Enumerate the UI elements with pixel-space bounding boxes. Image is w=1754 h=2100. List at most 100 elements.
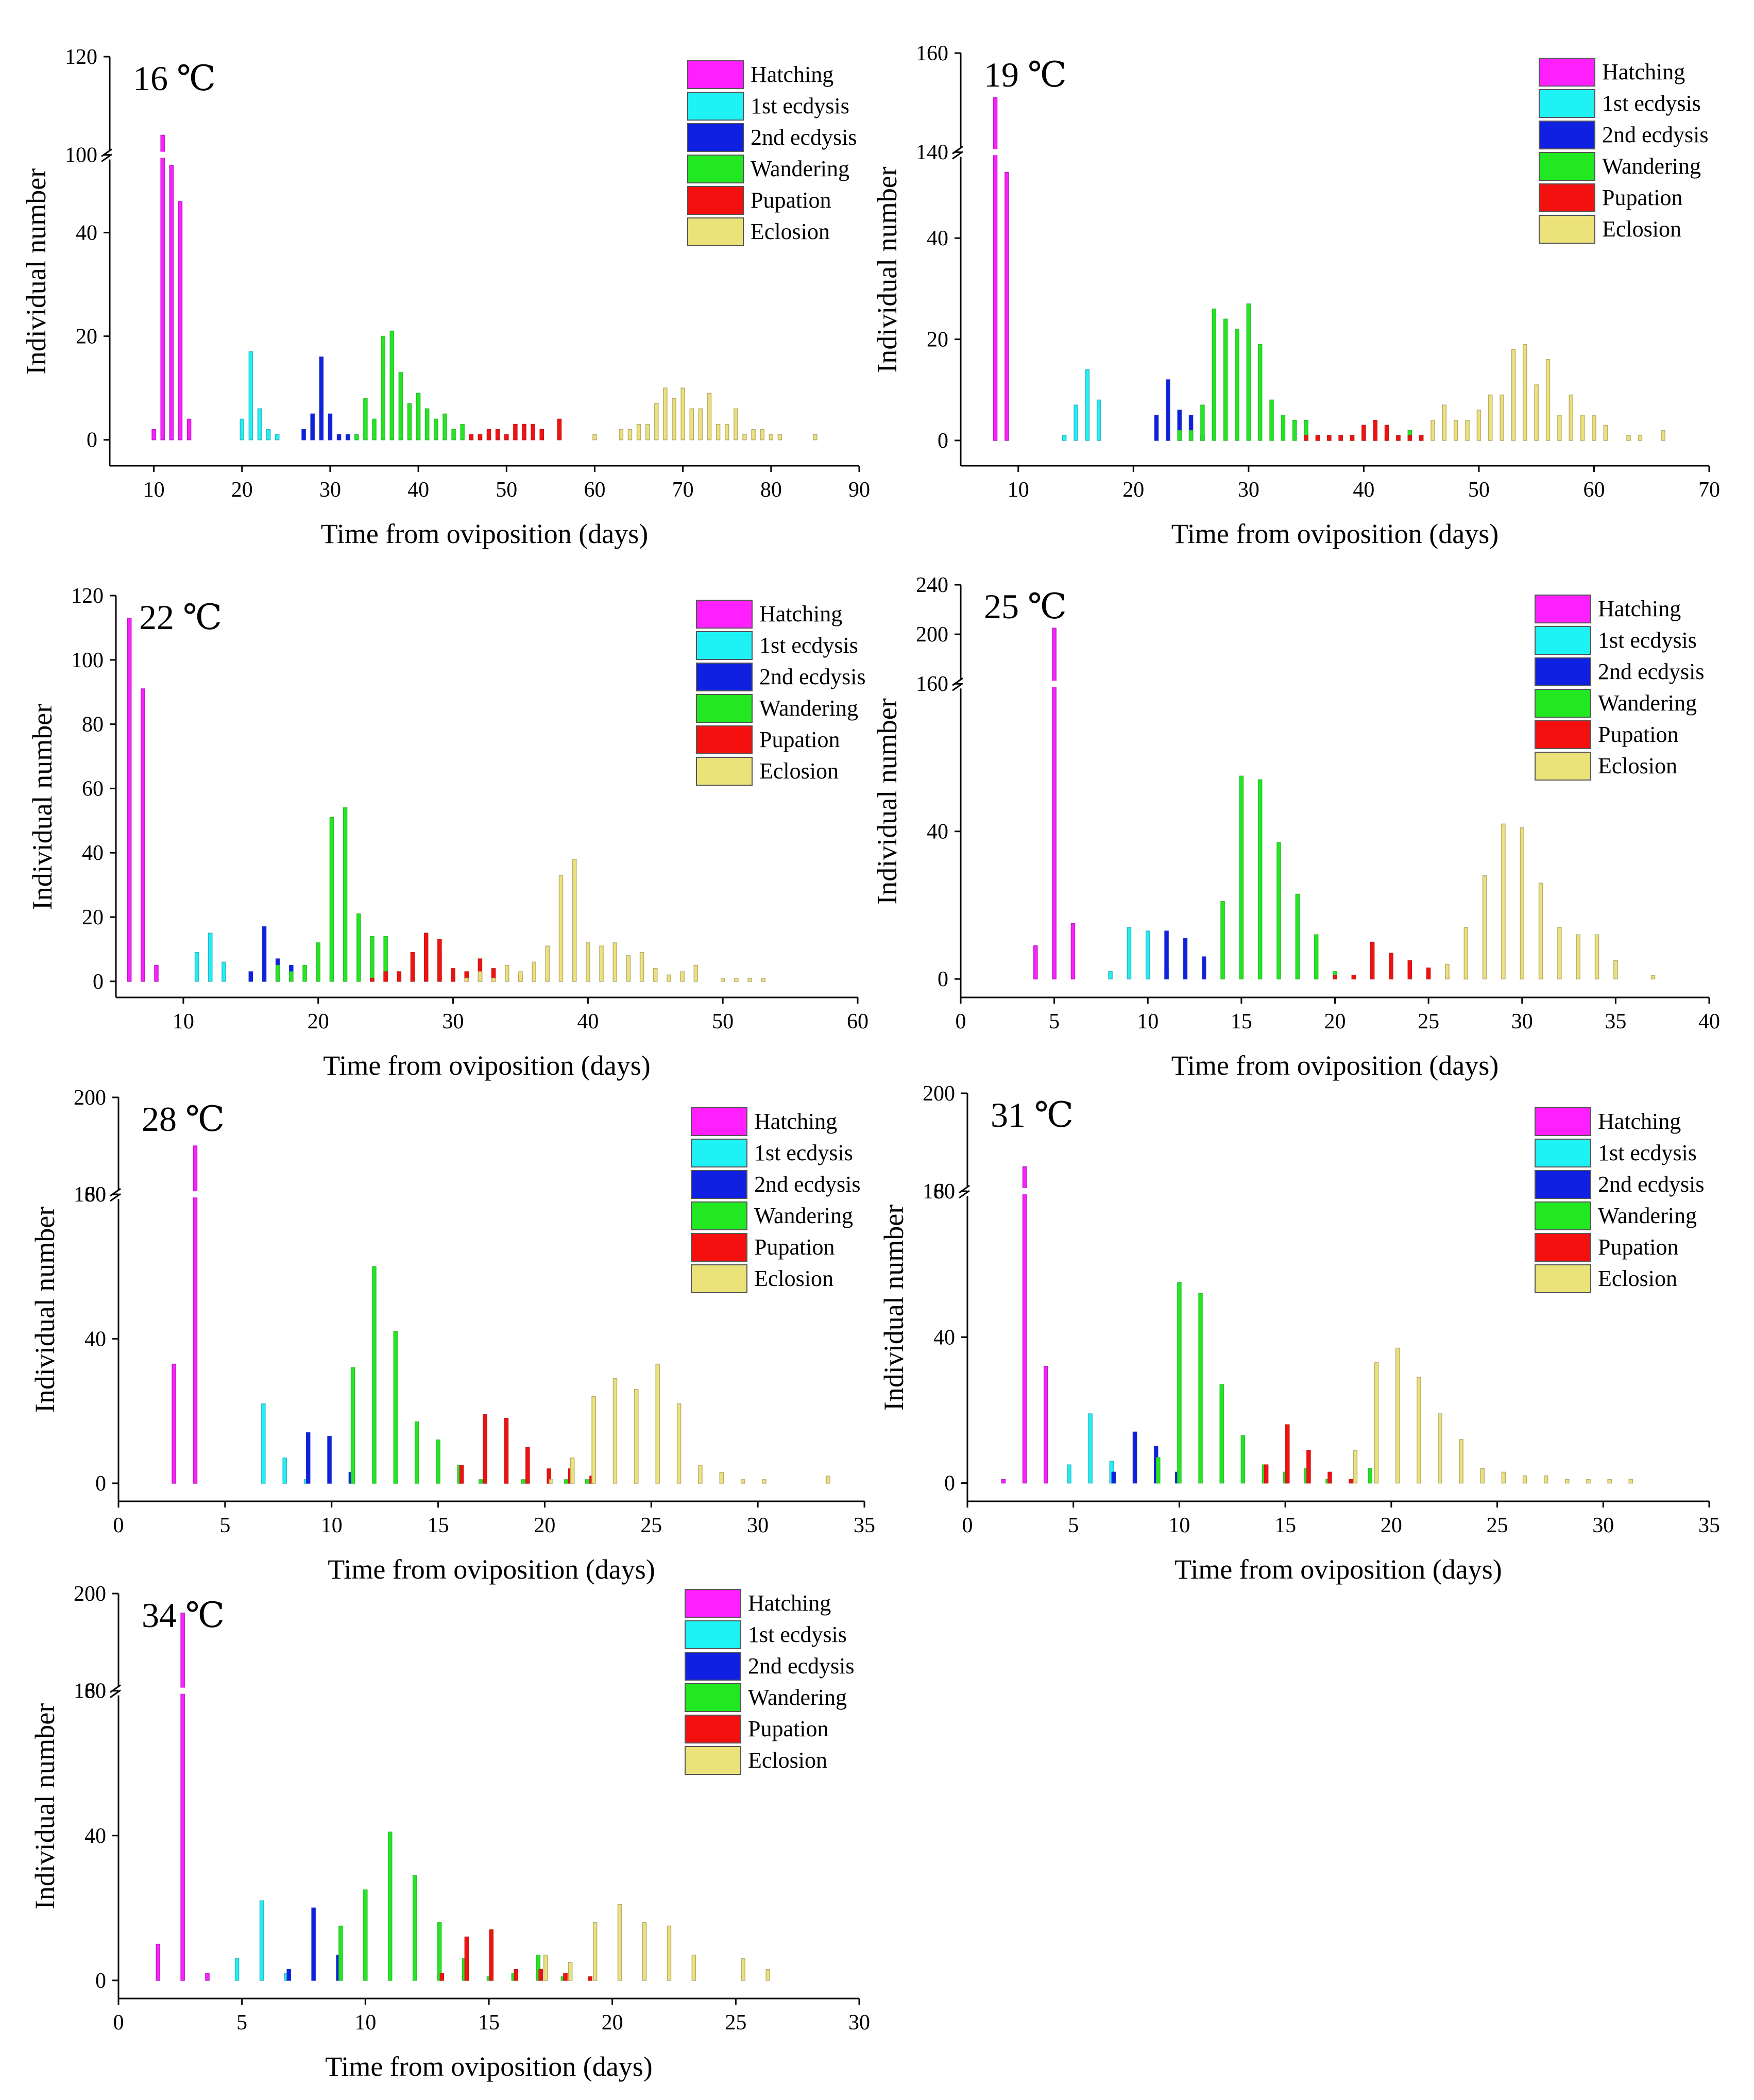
bar-wandering [1269, 399, 1274, 441]
bar-hatching [154, 964, 159, 982]
legend: Hatching 1st ecdysis 2nd ecdysis Wandering P… [696, 600, 866, 786]
bar-wandering [521, 1479, 526, 1484]
legend-swatch [691, 1233, 747, 1262]
legend-label: 1st ecdysis [751, 93, 849, 118]
bar-wandering [381, 335, 385, 441]
bar-eclosion [1557, 927, 1562, 979]
legend-swatch [687, 155, 744, 183]
legend-swatch [1535, 1170, 1591, 1199]
bar-eclosion [655, 1363, 660, 1484]
legend-swatch [687, 186, 744, 215]
axis-break-mark [110, 1188, 121, 1197]
legend-label: 2nd ecdysis [1602, 122, 1709, 147]
bar-wandering [1156, 1457, 1161, 1484]
y-axis-label: Individual number [872, 698, 902, 904]
bar-1st-ecdysis [248, 351, 253, 441]
y-tick-label: 160 [923, 1180, 955, 1204]
bar-hatching [1022, 1166, 1027, 1484]
bar-eclosion [751, 429, 756, 441]
bar-2nd-ecdysis [286, 1969, 291, 1981]
y-tick-label: 20 [76, 325, 97, 349]
bar-wandering [354, 434, 359, 441]
bar-eclosion [740, 1479, 745, 1484]
legend-swatch [687, 92, 744, 121]
bar-wandering [1212, 308, 1217, 441]
bar-eclosion [1511, 349, 1516, 441]
legend-swatch [1539, 121, 1595, 149]
bar-2nd-ecdysis [1183, 938, 1188, 979]
y-axis-label: Individual number [27, 704, 58, 910]
legend-label: Wandering [1598, 1203, 1697, 1228]
bar-2nd-ecdysis [301, 429, 306, 441]
legend-swatch [685, 1589, 741, 1618]
bar-eclosion [1442, 404, 1447, 441]
legend-swatch [1535, 1264, 1591, 1293]
bar-2nd-ecdysis [248, 971, 253, 982]
bar-eclosion [747, 977, 752, 982]
legend-label: 1st ecdysis [748, 1622, 847, 1647]
bar-eclosion [505, 964, 509, 982]
bar-1st-ecdysis [261, 1403, 266, 1484]
bar-hatching [172, 1363, 176, 1484]
bar-eclosion [645, 424, 650, 441]
chart-panel-4: 0 5 10 15 20 25 30 35 40 0 40 160 200 240 Time from ov… [872, 573, 1720, 1081]
bar-eclosion [1459, 1438, 1463, 1484]
bar-wandering [338, 1925, 343, 1981]
bar-eclosion [1395, 1347, 1400, 1484]
bar-eclosion [591, 1396, 596, 1484]
x-tick-label: 40 [1353, 478, 1374, 502]
bar-eclosion [464, 977, 469, 982]
x-tick-label: 80 [760, 478, 782, 502]
bar-1st-ecdysis [208, 933, 213, 982]
axis-break-mark [110, 1684, 121, 1693]
legend: Hatching 1st ecdysis 2nd ecdysis Wandering P… [1535, 1107, 1705, 1293]
x-tick-label: 20 [308, 1010, 329, 1034]
bar-eclosion [1353, 1450, 1358, 1484]
chart-title: 22 ℃ [139, 598, 222, 637]
bar-pupation [469, 434, 474, 441]
bar-pupation [437, 939, 442, 982]
x-tick-label: 10 [143, 478, 165, 502]
bar-wandering [437, 1922, 442, 1981]
bar-pupation [539, 429, 544, 441]
bar-hatching [1001, 1479, 1006, 1484]
bar-eclosion [1592, 415, 1596, 441]
bar-pupation [1306, 1450, 1311, 1484]
bar-pupation [1327, 1471, 1332, 1484]
bar-2nd-ecdysis [310, 413, 315, 441]
bar-2nd-ecdysis [1132, 1431, 1137, 1484]
bar-wandering [1314, 934, 1319, 979]
bar-wandering [316, 942, 320, 982]
x-axis-label: Time from oviposition (days) [1174, 1554, 1502, 1585]
legend: Hatching 1st ecdysis 2nd ecdysis Wandering P… [687, 60, 857, 246]
y-tick-label: 0 [95, 1472, 106, 1496]
bar-wandering [1276, 842, 1281, 979]
x-tick-label: 30 [848, 2011, 870, 2035]
legend-swatch [687, 217, 744, 246]
bar-eclosion [1374, 1362, 1379, 1484]
bar-eclosion [693, 964, 699, 982]
x-tick-label: 25 [725, 2011, 746, 2035]
bar-wandering [436, 1439, 440, 1484]
bar-eclosion [1445, 963, 1450, 979]
bar-eclosion [1607, 1479, 1612, 1484]
bar-eclosion [1463, 927, 1469, 979]
bar-eclosion [1580, 415, 1585, 441]
bar-eclosion [1501, 1471, 1506, 1484]
chart-title: 25 ℃ [984, 587, 1067, 626]
bar-eclosion [719, 1472, 724, 1484]
bar-hatching [993, 97, 998, 441]
bar-1st-ecdysis [259, 1900, 264, 1981]
x-tick-label: 5 [236, 2011, 247, 2035]
legend-label: Eclosion [754, 1266, 833, 1291]
bar-pupation [588, 1976, 592, 1981]
y-axis-label: Individual number [872, 166, 902, 372]
bar-hatching [1070, 923, 1076, 979]
bar-wandering [416, 393, 421, 441]
legend-label: 2nd ecdysis [754, 1172, 861, 1197]
y-tick-label: 0 [93, 970, 104, 994]
bar-wandering [1235, 329, 1239, 441]
x-tick-label: 25 [1487, 1514, 1508, 1537]
legend-label: Pupation [1602, 185, 1682, 210]
